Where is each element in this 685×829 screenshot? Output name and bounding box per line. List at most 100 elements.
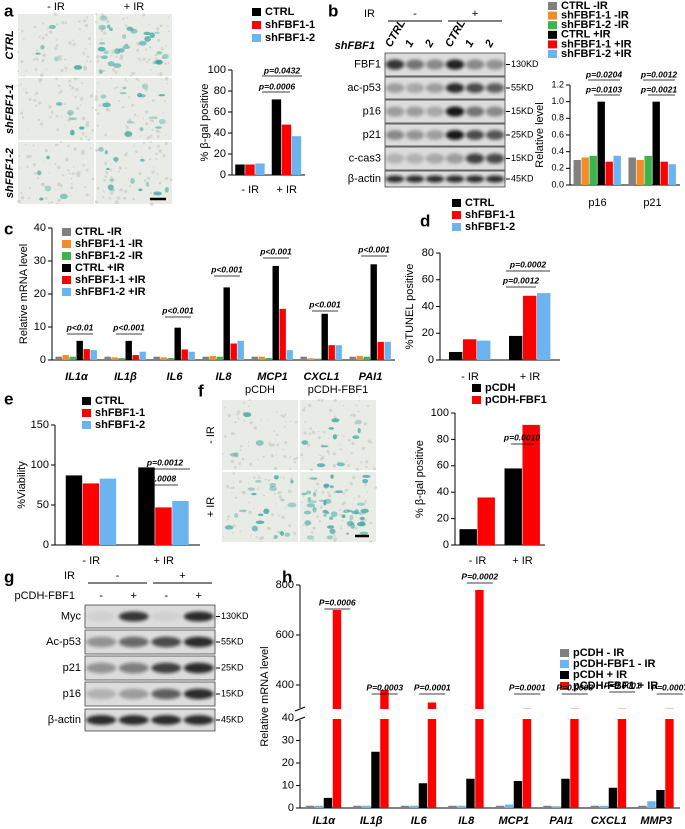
stain [320, 445, 329, 448]
y-tick-label: 100 [431, 407, 449, 419]
lane-label: shFBF1 [335, 40, 375, 52]
texture [84, 23, 89, 28]
texture [64, 21, 68, 25]
bar [449, 351, 463, 360]
panel-letter: h [282, 567, 292, 586]
texture [45, 68, 48, 71]
x-tick-label: p16 [588, 197, 606, 209]
texture [125, 167, 127, 170]
texture [249, 534, 252, 537]
stain [239, 509, 247, 513]
texture [158, 130, 161, 134]
x-tick-label: MMP3 [640, 815, 672, 827]
stain [121, 34, 127, 39]
stain [352, 435, 360, 439]
annotation: p=0.0006 [258, 81, 295, 91]
texture [67, 144, 70, 148]
legend-swatch [548, 30, 557, 39]
texture [264, 478, 267, 481]
texture [34, 69, 37, 72]
texture [315, 482, 320, 486]
legend-swatch [452, 223, 461, 231]
stain [243, 412, 252, 418]
protein-label: β-actin [348, 173, 381, 185]
texture [116, 196, 121, 200]
x-tick-label: - IR [469, 555, 487, 567]
texture [258, 476, 261, 480]
panel-letter: f [198, 381, 204, 400]
bar [335, 345, 342, 360]
texture [71, 172, 75, 175]
bar [513, 781, 523, 808]
lane: - [164, 590, 168, 602]
annotation: p=0.0103 [585, 84, 622, 94]
texture [364, 483, 367, 487]
texture [239, 530, 242, 533]
texture [162, 111, 165, 114]
texture [253, 507, 255, 509]
texture [91, 106, 94, 109]
blot-band [183, 611, 214, 622]
texture [284, 507, 287, 509]
texture [64, 123, 66, 126]
blot-band [183, 636, 214, 648]
x-tick-label: IL1β [360, 815, 383, 827]
texture [89, 60, 92, 63]
x-tick-label: IL1β [114, 371, 137, 383]
texture [81, 116, 86, 121]
size-label: 15KD [511, 106, 534, 116]
stain [99, 15, 108, 21]
texture [29, 186, 31, 189]
texture [303, 406, 306, 409]
texture [302, 459, 304, 462]
texture [21, 116, 25, 119]
blot-band [425, 83, 445, 93]
texture [86, 16, 89, 19]
stain [355, 419, 362, 425]
y-tick-label: 30 [34, 255, 46, 267]
texture [21, 196, 25, 200]
row-label: shFBF1-2 [4, 148, 16, 198]
texture [79, 137, 83, 141]
texture [150, 141, 153, 144]
texture [272, 443, 276, 447]
annotation: p=0.0021 [640, 84, 677, 94]
texture [289, 467, 292, 470]
blot-band [425, 130, 445, 140]
y-tick-label: 80 [437, 433, 449, 445]
blot-band [485, 106, 505, 117]
texture [304, 420, 307, 423]
stain [122, 86, 127, 90]
texture [318, 519, 321, 523]
texture [231, 532, 234, 535]
texture [71, 86, 75, 90]
texture [148, 58, 151, 61]
texture [311, 430, 316, 434]
stain [98, 42, 106, 45]
texture [67, 169, 70, 172]
legend-swatch [560, 649, 569, 657]
texture [314, 489, 318, 492]
texture [123, 196, 127, 200]
texture [85, 168, 89, 172]
bar [235, 164, 245, 175]
texture [366, 405, 369, 408]
blot-band [86, 636, 117, 648]
legend-label: shFBF1-2 [465, 221, 515, 233]
texture [95, 148, 99, 152]
texture [146, 136, 151, 140]
bar [291, 136, 302, 175]
texture [352, 413, 356, 418]
bar [62, 355, 69, 360]
texture [344, 488, 349, 492]
texture [307, 443, 311, 447]
x-tick-label: + IR [520, 371, 541, 383]
bar [636, 160, 644, 185]
texture [86, 55, 90, 59]
texture [270, 513, 274, 517]
texture [231, 491, 233, 494]
texture [279, 476, 282, 479]
texture [164, 62, 167, 65]
panel-letter: a [4, 1, 14, 20]
texture [366, 491, 369, 493]
